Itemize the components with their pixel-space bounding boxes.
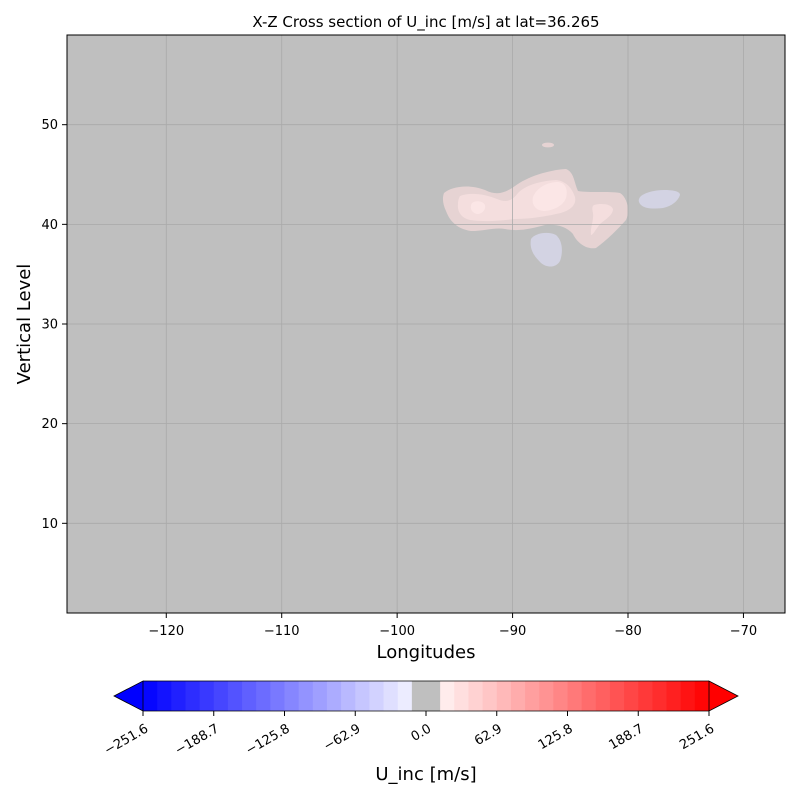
colorbar-segment [567, 681, 583, 711]
colorbar-segment [157, 681, 172, 711]
colorbar-tick-label: 188.7 [607, 721, 647, 753]
y-tick-label: 30 [41, 318, 58, 333]
colorbar-label: U_inc [m/s] [375, 764, 476, 785]
colorbar-segment [624, 681, 639, 711]
colorbar-segment [213, 681, 229, 711]
colorbar: −251.6 −188.7 −125.8 −62.9 0.0 62.9 125.8 188.7… [102, 680, 739, 759]
colorbar-segment [525, 681, 540, 711]
colorbar-tick-label: −125.8 [243, 721, 292, 758]
colorbar-segment [539, 681, 554, 711]
colorbar-tick-label: 0.0 [409, 721, 434, 744]
colorbar-segment [355, 681, 370, 711]
x-tick-label: −100 [379, 624, 415, 639]
colorbar-segment [553, 681, 569, 711]
colorbar-segment [369, 681, 385, 711]
colorbar-segment [581, 681, 597, 711]
chart-title: X-Z Cross section of U_inc [m/s] at lat=… [252, 13, 599, 32]
colorbar-segment [426, 681, 441, 711]
colorbar-segment [143, 681, 158, 711]
colorbar-segment [609, 681, 625, 711]
y-tick-label: 10 [41, 517, 58, 532]
colorbar-tick-label: −62.9 [321, 721, 363, 754]
x-tick-label: −90 [499, 624, 526, 639]
contour-positive-inner [532, 182, 567, 211]
x-tick-label: −120 [148, 624, 184, 639]
colorbar-segment [454, 681, 470, 711]
colorbar-segment [284, 681, 300, 711]
contour-positive-inner-2 [470, 201, 486, 214]
y-axis: 10 20 30 40 50 [41, 118, 67, 532]
colorbar-segment [397, 681, 413, 711]
colorbar-segment [666, 681, 682, 711]
colorbar-segment [510, 681, 526, 711]
colorbar-segment [496, 681, 512, 711]
colorbar-segment [242, 681, 257, 711]
colorbar-segment [638, 681, 653, 711]
contour-negative-lower [530, 232, 562, 267]
colorbar-segment [680, 681, 696, 711]
y-tick-label: 50 [41, 118, 58, 133]
colorbar-segment [694, 681, 710, 711]
colorbar-extend-min [113, 680, 144, 712]
y-tick-label: 40 [41, 218, 58, 233]
contour-positive-middle-2 [590, 204, 613, 235]
colorbar-segment [256, 681, 271, 711]
y-tick-label: 20 [41, 417, 58, 432]
colorbar-segment [227, 681, 243, 711]
colorbar-segment [652, 681, 668, 711]
plot-area [66, 34, 786, 614]
x-tick-label: −80 [614, 624, 641, 639]
colorbar-segment [312, 681, 328, 711]
colorbar-tick-label: 251.6 [677, 721, 717, 753]
x-axis: −120 −110 −100 −90 −80 −70 [148, 613, 757, 639]
colorbar-tick-label: −188.7 [173, 721, 222, 758]
colorbar-segment [326, 681, 342, 711]
contour-positive-speck [542, 142, 554, 148]
x-tick-label: −110 [264, 624, 300, 639]
colorbar-segment [199, 681, 215, 711]
colorbar-segment [171, 681, 187, 711]
colorbar-tick-label: 125.8 [536, 721, 576, 753]
x-tick-label: −70 [730, 624, 757, 639]
x-axis-label: Longitudes [377, 642, 476, 663]
colorbar-tick-label: 62.9 [472, 721, 505, 748]
colorbar-segment [185, 681, 201, 711]
colorbar-extend-max [708, 680, 739, 712]
colorbar-segment [440, 681, 455, 711]
contour-negative-right [638, 190, 680, 209]
colorbar-segment [383, 681, 399, 711]
colorbar-segment [270, 681, 286, 711]
colorbar-tick-label: −251.6 [102, 721, 151, 758]
colorbar-segment [482, 681, 498, 711]
y-axis-label: Vertical Level [14, 264, 35, 385]
colorbar-segment [595, 681, 611, 711]
colorbar-segment [468, 681, 484, 711]
contour-features [442, 142, 680, 267]
colorbar-segment [341, 681, 356, 711]
grid-lines [67, 35, 785, 613]
colorbar-segment [298, 681, 314, 711]
colorbar-segment [411, 681, 427, 711]
